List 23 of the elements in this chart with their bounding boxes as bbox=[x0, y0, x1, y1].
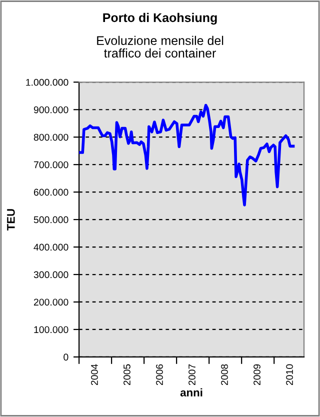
y-tick-label: 200.000 bbox=[34, 298, 68, 306]
chart-title: Porto di Kaohsiung bbox=[103, 12, 217, 25]
y-tick-label: 300.000 bbox=[34, 271, 68, 278]
y-tick-label: 400.000 bbox=[34, 244, 68, 251]
x-tick-label: 2010 bbox=[286, 364, 293, 386]
x-tick-label: 2008 bbox=[221, 364, 228, 386]
x-tick-label: 2004 bbox=[91, 364, 98, 386]
line-series bbox=[79, 104, 295, 206]
y-tick-label: 0 bbox=[64, 354, 68, 361]
x-tick-label: 2006 bbox=[156, 364, 163, 386]
x-axis-title: anni bbox=[180, 388, 202, 396]
y-tick-label: 500.000 bbox=[34, 216, 68, 224]
y-tick-label: 1.000.000 bbox=[26, 78, 68, 86]
y-tick-label: 600.000 bbox=[34, 188, 68, 196]
x-tick-label: 2005 bbox=[124, 364, 130, 386]
y-tick-label: 900.000 bbox=[34, 106, 68, 114]
y-tick-label: 700.000 bbox=[34, 161, 68, 168]
y-axis-title: TEU bbox=[7, 209, 15, 231]
x-tick-label: 2007 bbox=[188, 364, 196, 386]
y-tick-label: 100.000 bbox=[34, 326, 68, 334]
x-tick-label: 2009 bbox=[254, 364, 260, 386]
chart-subtitle: Evoluzione mensile del traffico dei container bbox=[97, 36, 224, 58]
y-tick-label: 800.000 bbox=[34, 134, 68, 141]
